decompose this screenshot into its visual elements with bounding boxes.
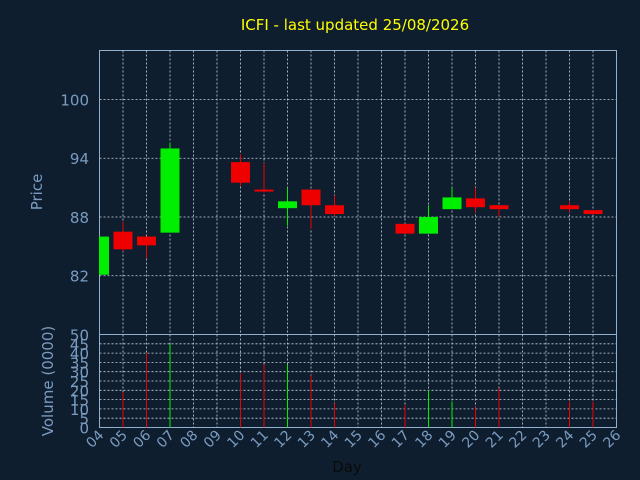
x-tick-label: 05 — [107, 428, 131, 452]
candle-body — [231, 162, 250, 183]
x-tick-label: 21 — [483, 428, 507, 452]
volume-tick-label: 35 — [70, 354, 89, 372]
x-tick-label: 06 — [130, 427, 154, 451]
volume-series — [122, 343, 594, 428]
x-tick-label: 25 — [577, 428, 601, 452]
x-tick-label: 08 — [177, 428, 201, 452]
y-tick-label: 94 — [70, 150, 89, 168]
x-tick-label: 11 — [248, 428, 272, 452]
x-tick-label: 10 — [224, 428, 248, 452]
candle-body — [160, 148, 180, 233]
x-tick-label: 26 — [600, 427, 624, 451]
volume-axis-label: Volume (0000) — [39, 326, 57, 436]
candle-body — [325, 205, 344, 215]
y-axis-label: Price — [28, 174, 46, 211]
candle-body — [254, 189, 274, 192]
y-tick-label: 82 — [70, 268, 89, 286]
volume-tick-label: 5 — [79, 410, 89, 428]
volume-tick-label: 45 — [70, 336, 89, 354]
x-tick-label: 07 — [154, 428, 178, 452]
candle-body — [560, 205, 579, 210]
candle-body — [583, 210, 603, 215]
x-tick-label: 17 — [389, 428, 413, 452]
x-tick-label: 24 — [553, 427, 577, 451]
volume-tick-label: 20 — [70, 382, 89, 400]
candle-body — [99, 236, 109, 275]
x-tick-label: 19 — [436, 428, 460, 452]
volume-tick-label: 40 — [70, 345, 89, 363]
y-tick-label: 100 — [60, 91, 89, 109]
volume-tick-label: 30 — [70, 364, 89, 382]
x-tick-label: 09 — [201, 428, 225, 452]
price-axis: 82 88 94 100 — [60, 91, 89, 285]
volume-tick-label: 50 — [70, 327, 89, 345]
volume-tick-label: 0 — [79, 420, 89, 438]
candle-body — [113, 231, 133, 250]
grid-lines — [99, 50, 617, 428]
candle-body — [489, 205, 509, 210]
volume-tick-label: 15 — [70, 392, 89, 410]
volume-tick-label: 10 — [70, 401, 89, 419]
x-tick-label: 12 — [271, 428, 295, 452]
volume-tick-label: 25 — [70, 373, 89, 391]
candle-body — [466, 198, 485, 208]
candle-body — [419, 216, 438, 234]
x-axis-label: Day — [332, 458, 362, 476]
chart-title: ICFI - last updated 25/08/2026 — [241, 16, 469, 34]
candle-body — [395, 223, 415, 234]
x-tick-label: 14 — [318, 427, 342, 451]
candle-body — [278, 201, 297, 209]
x-tick-label: 22 — [506, 428, 530, 452]
day-axis: 04 05 06 07 08 09 10 11 12 13 14 15 16 17 18 19 20 21 22 23… — [83, 427, 624, 451]
x-tick-label: 16 — [365, 427, 389, 451]
x-tick-label: 15 — [342, 428, 366, 452]
x-tick-label: 13 — [295, 428, 319, 452]
candle-body — [301, 189, 321, 206]
x-tick-label: 20 — [459, 428, 483, 452]
x-tick-label: 18 — [412, 428, 436, 452]
candle-body — [137, 236, 156, 246]
x-tick-label: 23 — [530, 428, 554, 452]
candlestick-series — [99, 142, 603, 275]
y-tick-label: 88 — [70, 209, 89, 227]
candle-body — [442, 197, 462, 210]
